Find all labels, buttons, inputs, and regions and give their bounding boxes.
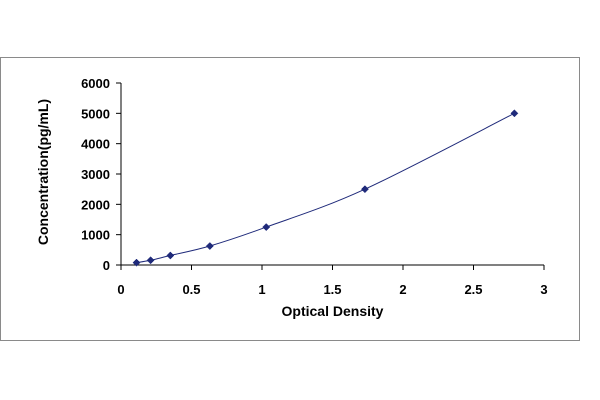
- data-point: [360, 185, 369, 194]
- x-tick-label: 1: [258, 282, 265, 297]
- x-tick-label: 2: [399, 282, 406, 297]
- y-tick-label: 1000: [81, 228, 110, 243]
- fit-curve: [136, 112, 515, 264]
- x-tick-label: 3: [540, 282, 547, 297]
- x-tick-label: 2.5: [464, 282, 482, 297]
- data-point: [166, 251, 175, 260]
- data-point: [262, 223, 271, 232]
- x-tick-label: 0: [117, 282, 124, 297]
- y-ticks: 0 1000 2000 3000 4000 5000 6000: [81, 76, 121, 273]
- data-point: [146, 256, 155, 265]
- axes: [120, 83, 544, 266]
- x-tick-label: 1.5: [323, 282, 341, 297]
- y-tick-label: 5000: [81, 106, 110, 121]
- data-point: [510, 109, 519, 118]
- data-point: [132, 258, 141, 267]
- data-point: [205, 242, 214, 250]
- data-points: [132, 109, 519, 267]
- x-tick-label: 0.5: [182, 282, 200, 297]
- chart-frame: [0, 57, 580, 341]
- y-tick-label: 4000: [81, 137, 110, 152]
- y-tick-label: 2000: [81, 197, 110, 212]
- x-ticks: 0 0.5 1 1.5 2 2.5 3: [117, 265, 548, 297]
- x-axis-title: Optical Density: [282, 303, 384, 319]
- y-tick-label: 0: [103, 258, 110, 273]
- y-tick-label: 3000: [81, 167, 110, 182]
- y-axis-title: Concentration(pg/mL): [35, 99, 51, 245]
- y-tick-label: 6000: [81, 76, 110, 91]
